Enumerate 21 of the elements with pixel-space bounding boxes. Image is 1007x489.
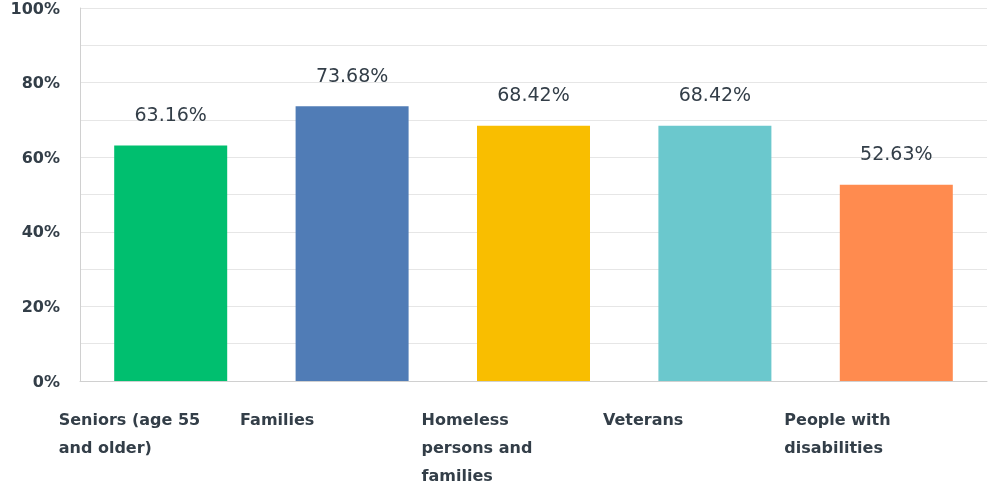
- y-tick-label: 20%: [21, 296, 60, 316]
- data-label: 68.42%: [678, 83, 752, 106]
- y-tick-label: 60%: [21, 147, 60, 167]
- y-tick-label: 40%: [21, 222, 60, 242]
- x-tick-label: Homeless persons and families: [421, 409, 538, 485]
- x-tick-label: Veterans: [602, 409, 684, 429]
- bar: [477, 125, 590, 381]
- x-tick-label: Seniors (age 55 and older): [58, 409, 206, 457]
- bar: [295, 106, 409, 381]
- y-tick-label: 0%: [32, 371, 60, 391]
- data-label: 63.16%: [134, 102, 207, 125]
- bar: [839, 184, 953, 381]
- bar: [114, 145, 228, 381]
- y-tick-label: 80%: [21, 73, 60, 93]
- x-tick-label: People with disabilities: [784, 409, 897, 457]
- data-label: 52.63%: [860, 142, 933, 165]
- x-tick-label: Families: [240, 409, 315, 429]
- bar: [658, 125, 772, 381]
- data-label: 73.68%: [315, 63, 389, 86]
- y-tick-label: 100%: [10, 0, 60, 18]
- data-label: 68.42%: [497, 83, 570, 106]
